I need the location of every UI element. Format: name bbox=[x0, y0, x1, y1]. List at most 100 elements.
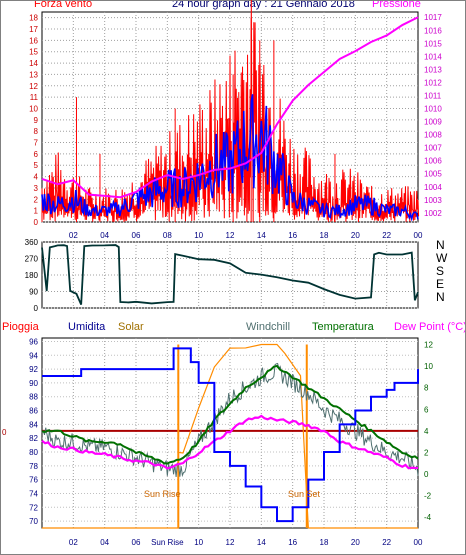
wind-y-tick: 1 bbox=[34, 207, 39, 216]
pressure-label: Pressione bbox=[372, 0, 421, 10]
humidity-y-tick: 84 bbox=[29, 420, 38, 429]
wind-y-tick: 13 bbox=[29, 70, 38, 79]
sunset-label: Sun Set bbox=[288, 489, 321, 499]
wind-x-tick: 22 bbox=[382, 231, 391, 240]
dir-label-n-top: N bbox=[436, 238, 445, 252]
humidity-y-tick: 80 bbox=[29, 448, 38, 457]
sunrise-label: Sun Rise bbox=[144, 489, 181, 499]
wind-gust-line bbox=[41, 0, 420, 223]
legend-windchill: Windchill bbox=[246, 321, 291, 333]
legend-rain: Pioggia bbox=[2, 321, 39, 333]
pressure-y-tick: 1014 bbox=[424, 52, 442, 61]
pressure-y-tick: 1002 bbox=[424, 209, 442, 218]
wind-y-tick: 18 bbox=[29, 14, 38, 23]
wind-y-tick: 11 bbox=[30, 93, 39, 102]
pressure-y-tick: 1007 bbox=[424, 144, 442, 153]
pressure-y-tick: 1015 bbox=[424, 39, 442, 48]
wind-avg-line bbox=[41, 94, 419, 222]
pressure-line bbox=[41, 16, 419, 199]
humidity-y-tick: 76 bbox=[29, 476, 38, 485]
pressure-y-tick: 1003 bbox=[424, 196, 442, 205]
temperature-x-tick: 06 bbox=[132, 538, 141, 547]
legend-temperature: Temperatura bbox=[312, 321, 374, 333]
wind-label: Forza vento bbox=[34, 0, 93, 10]
temperature-y-tick: -2 bbox=[424, 492, 432, 501]
pressure-y-tick: 1013 bbox=[424, 65, 442, 74]
temperature-x-tick: Sun Rise bbox=[151, 538, 184, 547]
pressure-y-tick: 1016 bbox=[424, 26, 442, 35]
direction-y-tick: 180 bbox=[25, 271, 39, 280]
temperature-x-tick: 14 bbox=[257, 538, 266, 547]
wind-x-tick: 16 bbox=[288, 231, 297, 240]
temperature-x-tick: 20 bbox=[351, 538, 360, 547]
temperature-x-tick: 00 bbox=[414, 538, 423, 547]
humidity-y-tick: 86 bbox=[29, 407, 38, 416]
wind-y-tick: 5 bbox=[34, 161, 39, 170]
direction-y-tick: 90 bbox=[29, 288, 38, 297]
humidity-y-tick: 74 bbox=[29, 489, 38, 498]
wind-x-tick: 20 bbox=[351, 231, 360, 240]
legend-solar: Solar bbox=[118, 321, 144, 333]
wind-y-tick: 12 bbox=[29, 82, 38, 91]
pressure-y-tick: 1005 bbox=[424, 170, 442, 179]
wind-y-tick: 2 bbox=[34, 195, 39, 204]
legend-humidity: Umidita bbox=[68, 321, 106, 333]
wind-y-tick: 4 bbox=[34, 173, 39, 182]
wind-x-tick: 14 bbox=[257, 231, 266, 240]
dir-label-s: S bbox=[436, 264, 445, 278]
temperature-x-tick: 04 bbox=[100, 538, 109, 547]
temperature-grid bbox=[41, 337, 419, 529]
humidity-line bbox=[42, 347, 419, 523]
wind-grid bbox=[41, 11, 419, 223]
wind-x-tick: 00 bbox=[414, 231, 423, 240]
temperature-y-tick: 4 bbox=[424, 427, 429, 436]
humidity-y-tick: 88 bbox=[29, 393, 38, 402]
direction-y-tick: 360 bbox=[25, 238, 39, 247]
direction-y-tick: 0 bbox=[34, 304, 39, 313]
temperature-x-tick: 18 bbox=[320, 538, 329, 547]
wind-y-tick: 6 bbox=[34, 150, 39, 159]
temperature-y-tick: 12 bbox=[424, 340, 433, 349]
temperature-y-tick: 8 bbox=[424, 384, 429, 393]
wind-x-tick: 06 bbox=[132, 231, 141, 240]
temperature-y-tick: -4 bbox=[424, 513, 432, 522]
humidity-y-tick: 72 bbox=[29, 503, 38, 512]
pressure-series bbox=[41, 16, 419, 199]
pressure-y-tick: 1009 bbox=[424, 118, 442, 127]
direction-line bbox=[41, 244, 419, 305]
wind-x-tick: 18 bbox=[320, 231, 329, 240]
pressure-y-tick: 1004 bbox=[424, 183, 442, 192]
wind-x-tick: 08 bbox=[163, 231, 172, 240]
temperature-x-tick: 02 bbox=[69, 538, 78, 547]
humidity-y-tick: 90 bbox=[29, 379, 38, 388]
wind-y-tick: 7 bbox=[34, 139, 39, 148]
dewpoint-line bbox=[41, 414, 419, 470]
pressure-y-tick: 1010 bbox=[424, 105, 442, 114]
direction-y-tick: 270 bbox=[25, 255, 39, 264]
wind-x-tick: 02 bbox=[69, 231, 78, 240]
temperature-y-tick: 6 bbox=[424, 405, 429, 414]
wind-y-tick: 9 bbox=[34, 116, 39, 125]
wind-avg-series bbox=[41, 94, 419, 222]
temperature-x-tick: 22 bbox=[382, 538, 391, 547]
temperature-y-tick: 2 bbox=[424, 448, 429, 457]
pressure-y-tick: 1011 bbox=[424, 91, 442, 100]
humidity-y-tick: 96 bbox=[29, 337, 38, 346]
wind-x-tick: 04 bbox=[100, 231, 109, 240]
temperature-y-tick: 10 bbox=[424, 362, 433, 371]
wind-y-tick: 10 bbox=[29, 104, 38, 113]
wind-y-tick: 17 bbox=[29, 25, 38, 34]
wind-y-tick: 16 bbox=[29, 36, 38, 45]
direction-series bbox=[41, 244, 419, 305]
wind-y-tick: 8 bbox=[34, 127, 39, 136]
pressure-y-tick: 1012 bbox=[424, 78, 442, 87]
wind-y-tick: 0 bbox=[34, 218, 39, 227]
humidity-y-tick: 78 bbox=[29, 462, 38, 471]
pressure-y-tick: 1006 bbox=[424, 157, 442, 166]
humidity-y-tick: 94 bbox=[29, 351, 38, 360]
humidity-y-tick: 82 bbox=[29, 434, 38, 443]
dir-label-e: E bbox=[436, 277, 445, 291]
pressure-y-tick: 1017 bbox=[424, 13, 442, 22]
